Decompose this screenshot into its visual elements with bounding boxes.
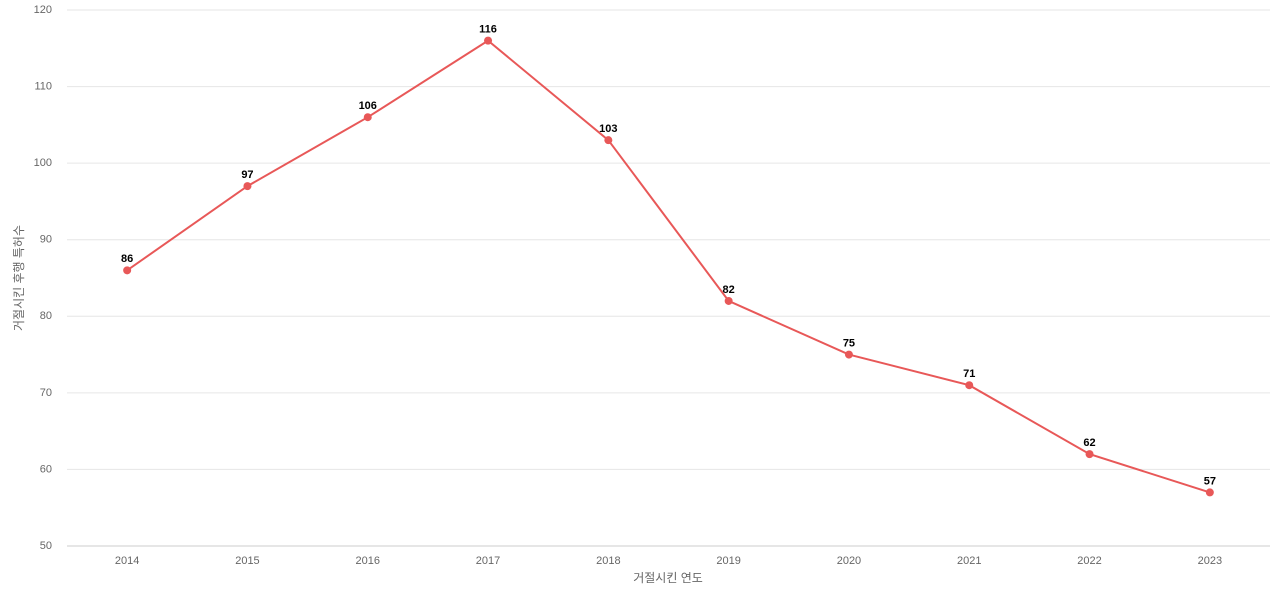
data-label: 75: [843, 337, 855, 349]
y-axis-title: 거절시킨 후행 특허수: [11, 225, 26, 331]
data-label: 86: [121, 253, 133, 265]
point: [604, 136, 613, 145]
y-tick-label: 90: [40, 234, 52, 246]
point: [1205, 488, 1214, 497]
y-tick-label: 120: [34, 4, 52, 16]
line: [126, 39, 1211, 494]
data-label: 97: [241, 169, 253, 181]
x-tick-label: 2015: [235, 555, 259, 567]
x-tick-label: 2018: [596, 555, 620, 567]
x-tick-label: 2022: [1077, 555, 1101, 567]
x-tick-label: 2014: [115, 555, 139, 567]
point: [965, 381, 974, 390]
y-tick-label: 80: [40, 310, 52, 322]
point: [724, 296, 733, 305]
x-tick-label: 2016: [356, 555, 380, 567]
data-label: 62: [1083, 437, 1095, 449]
point: [363, 113, 372, 122]
data-label: 106: [359, 100, 377, 112]
point: [1085, 450, 1094, 459]
data-label: 82: [723, 284, 735, 296]
point: [243, 182, 252, 191]
x-tick-label: 2021: [957, 555, 981, 567]
y-tick-label: 70: [40, 387, 52, 399]
x-tick-label: 2020: [837, 555, 861, 567]
data-label: 71: [963, 368, 975, 380]
x-tick-label: 2017: [476, 555, 500, 567]
point: [844, 350, 853, 359]
point: [484, 36, 493, 45]
y-tick-label: 110: [34, 80, 52, 92]
x-tick-label: 2023: [1198, 555, 1222, 567]
point: [123, 266, 132, 275]
y-tick-label: 50: [40, 540, 52, 552]
data-label: 57: [1204, 475, 1216, 487]
y-tick-label: 100: [34, 157, 52, 169]
y-tick-label: 60: [40, 463, 52, 475]
x-tick-label: 2019: [716, 555, 740, 567]
data-label: 103: [599, 123, 617, 135]
data-label: 116: [479, 24, 497, 36]
x-axis-title: 거절시킨 연도: [633, 571, 703, 585]
